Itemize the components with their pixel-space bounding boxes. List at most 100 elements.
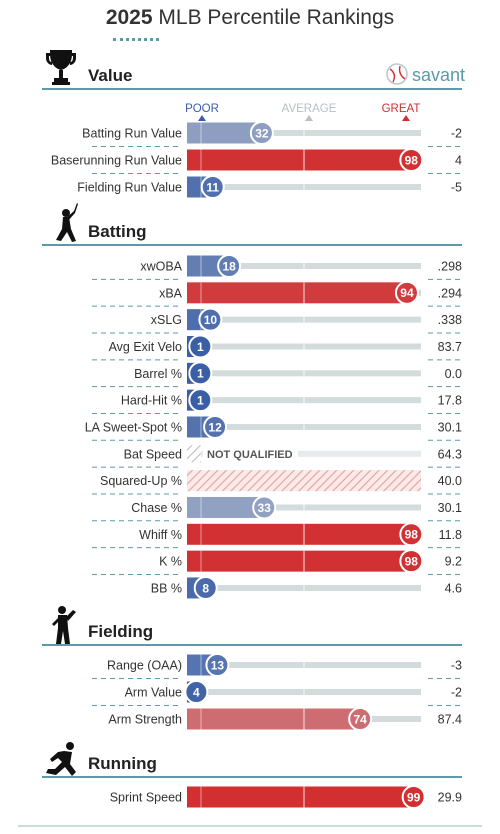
metric-row-xba: xBA .294 94 bbox=[92, 278, 462, 305]
metric-value: -5 bbox=[451, 181, 462, 195]
percentile-label: 13 bbox=[211, 658, 225, 672]
fielder-body bbox=[56, 615, 70, 644]
runner-icon bbox=[46, 742, 76, 776]
trophy-base bbox=[54, 78, 68, 82]
metric-label: Batting Run Value bbox=[82, 127, 182, 141]
section-title-running: Running bbox=[88, 754, 157, 773]
metric-row-k: K % 9.2 98 bbox=[92, 547, 462, 574]
fielder-icon bbox=[52, 606, 76, 644]
metric-label: BB % bbox=[151, 581, 182, 595]
percentile-label: 32 bbox=[255, 126, 269, 140]
scale-arrow-average bbox=[305, 115, 313, 121]
batter-icon bbox=[56, 203, 78, 242]
trophy-icon bbox=[46, 50, 76, 85]
metric-row-sprint-speed: Sprint Speed 29.9 99 bbox=[110, 785, 462, 809]
metric-row-arm-strength: Arm Strength 87.4 74 bbox=[92, 705, 462, 731]
metric-row-bb: BB % 4.6 8 bbox=[92, 573, 462, 600]
metric-value: 64.3 bbox=[438, 447, 462, 461]
metric-value: 87.4 bbox=[438, 713, 462, 727]
section-title-batting: Batting bbox=[88, 222, 147, 241]
percentile-bubble bbox=[205, 653, 230, 677]
fielder-arms bbox=[52, 610, 76, 626]
metric-label: xSLG bbox=[151, 313, 182, 327]
metric-value: 0.0 bbox=[445, 367, 462, 381]
bar-fill bbox=[187, 282, 407, 304]
metric-label: Baserunning Run Value bbox=[51, 154, 182, 168]
metric-label: Fielding Run Value bbox=[77, 181, 182, 195]
metric-value: .298 bbox=[438, 260, 462, 274]
title-text: MLB Percentile Rankings bbox=[158, 6, 395, 29]
bar-fill bbox=[187, 523, 412, 545]
metric-value: 11.8 bbox=[439, 528, 462, 542]
percentile-label: 99 bbox=[407, 790, 421, 804]
batter-arms-bat bbox=[65, 203, 78, 222]
metric-label: Bat Speed bbox=[124, 447, 182, 461]
not-qualified-bar bbox=[187, 470, 421, 492]
percentile-bubble bbox=[188, 334, 213, 359]
not-qualified-bg bbox=[203, 443, 298, 465]
trophy-stem bbox=[59, 70, 63, 78]
metric-label: Hard-Hit % bbox=[121, 394, 182, 408]
metric-row-squared-up: Squared-Up % 40.0 bbox=[92, 466, 462, 492]
percentile-bubble bbox=[252, 495, 277, 520]
trophy-cup bbox=[50, 50, 72, 70]
percentile-bubble bbox=[394, 280, 419, 305]
metric-row-batting-run-value: Batting Run Value -2 32 bbox=[82, 121, 462, 145]
metric-value: .338 bbox=[438, 313, 462, 327]
bar-fill bbox=[187, 496, 265, 518]
page-title: 2025 MLB Percentile Rankings bbox=[0, 6, 500, 30]
scale-label-poor: POOR bbox=[185, 103, 219, 115]
metric-label: Avg Exit Velo bbox=[109, 340, 182, 354]
metric-value: 4 bbox=[455, 154, 462, 168]
metric-value: -2 bbox=[451, 686, 462, 700]
metric-row-fielding-run-value: Fielding Run Value -5 11 bbox=[77, 173, 462, 199]
metric-row-xslg: xSLG .338 10 bbox=[92, 305, 462, 332]
title-underline bbox=[113, 38, 159, 41]
metric-row-hard-hit: Hard-Hit % 17.8 1 bbox=[92, 386, 462, 413]
metric-label: Chase % bbox=[131, 501, 182, 515]
fielder-head bbox=[58, 606, 66, 614]
scale-label-great: GREAT bbox=[382, 103, 421, 115]
percentile-bubble bbox=[401, 785, 426, 809]
batter-body bbox=[56, 217, 76, 242]
percentile-label: 4 bbox=[193, 685, 200, 699]
metric-value: 29.9 bbox=[438, 791, 462, 805]
metric-value: 40.0 bbox=[438, 474, 462, 488]
metric-row-xwoba: xwOBA .298 18 bbox=[140, 254, 462, 278]
metric-row-chase: Chase % 30.1 33 bbox=[92, 493, 462, 520]
metric-label: Arm Value bbox=[125, 686, 182, 700]
metric-value: .294 bbox=[438, 286, 462, 300]
percentile-bubble bbox=[399, 522, 424, 547]
percentile-bubble bbox=[249, 121, 274, 145]
metric-value: 4.6 bbox=[445, 581, 462, 595]
trophy-handles bbox=[46, 53, 76, 65]
percentile-label: 10 bbox=[204, 313, 218, 327]
metric-value: 30.1 bbox=[438, 501, 462, 515]
percentile-label: 94 bbox=[400, 286, 414, 300]
percentile-bubble bbox=[200, 175, 225, 199]
metric-row-whiff: Whiff % 11.8 98 bbox=[92, 520, 462, 547]
trophy-foot bbox=[52, 82, 70, 85]
baseball-icon bbox=[386, 63, 408, 85]
metric-label: Squared-Up % bbox=[100, 474, 182, 488]
bar-fill bbox=[187, 786, 414, 808]
bar-fill bbox=[187, 708, 361, 730]
percentile-label: 12 bbox=[208, 420, 222, 434]
metric-label: Arm Strength bbox=[108, 713, 182, 727]
metric-label: Whiff % bbox=[139, 528, 182, 542]
scale-arrow-great bbox=[402, 115, 410, 121]
metric-label: Range (OAA) bbox=[107, 659, 182, 673]
not-qualified-swatch bbox=[187, 445, 201, 463]
percentile-label: 8 bbox=[202, 581, 209, 595]
section-title-fielding: Fielding bbox=[88, 622, 153, 641]
percentile-bubble bbox=[188, 388, 213, 413]
percentile-bubble bbox=[188, 361, 213, 386]
title-year: 2025 bbox=[105, 6, 153, 29]
metric-value: -3 bbox=[451, 659, 462, 673]
percentile-label: 1 bbox=[197, 393, 204, 407]
percentile-label: 98 bbox=[405, 528, 419, 542]
brand-name: savant bbox=[412, 65, 465, 85]
